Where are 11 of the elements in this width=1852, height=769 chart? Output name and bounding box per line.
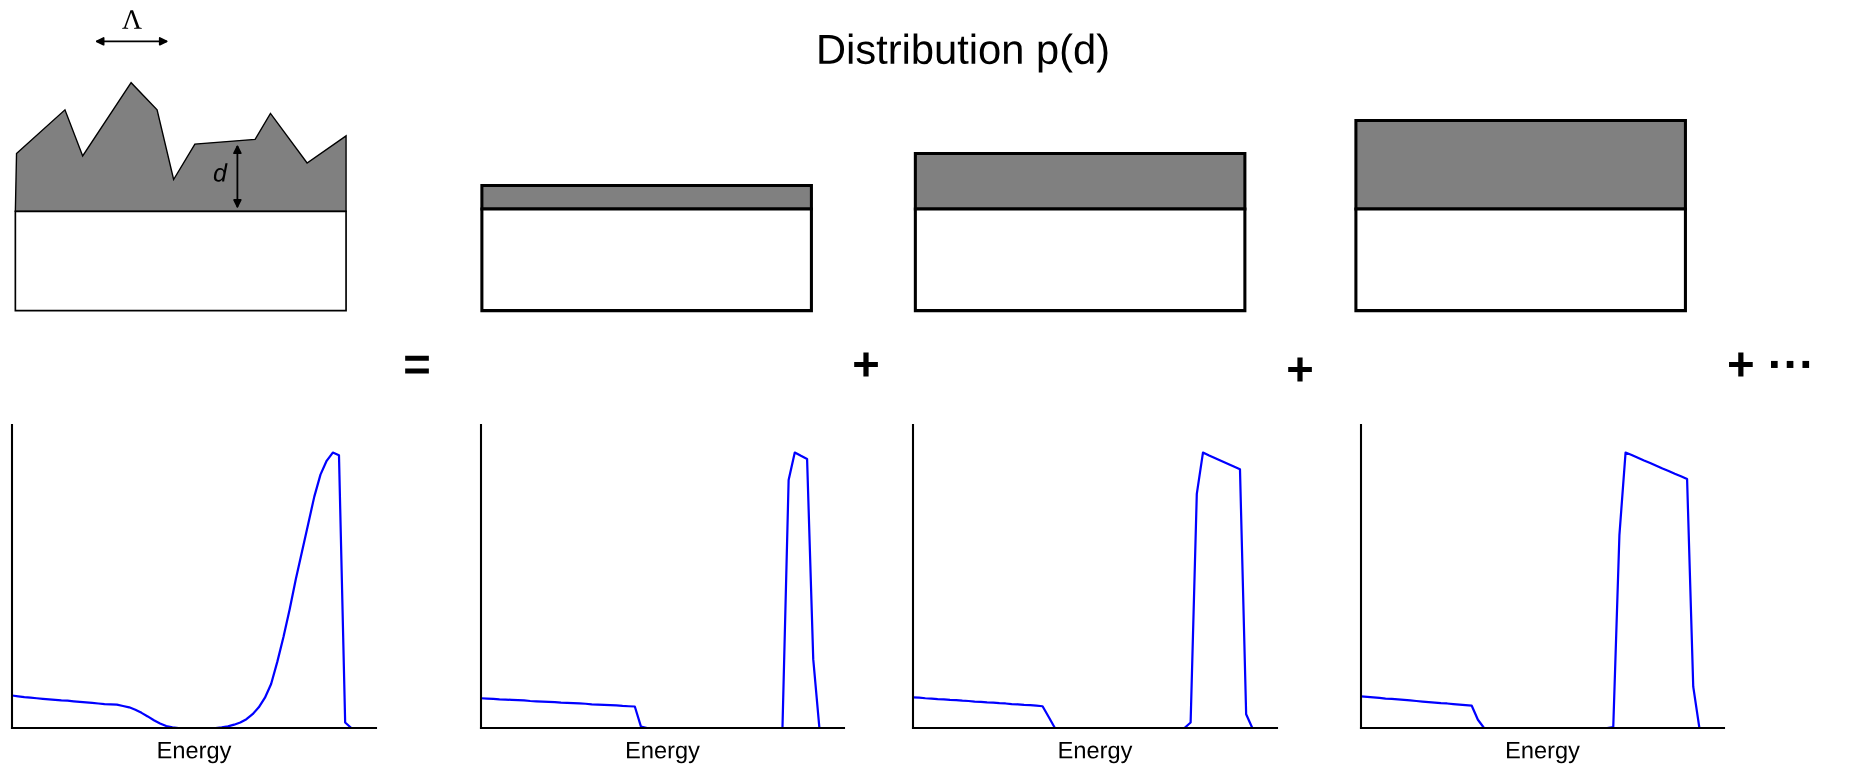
text: + <box>1288 357 1312 382</box>
text: d <box>213 163 228 182</box>
text: + <box>854 352 878 377</box>
x-axis-title: Energy <box>1507 742 1580 764</box>
text: = <box>405 355 429 374</box>
x-axis-title: Energy <box>158 742 232 764</box>
x-axis-title: Energy <box>627 742 700 764</box>
text: + ··· <box>1729 352 1810 377</box>
x-axis-title: Energy <box>1059 742 1133 764</box>
text: Distribution p(d) <box>819 33 1108 73</box>
text: Λ <box>122 10 142 29</box>
